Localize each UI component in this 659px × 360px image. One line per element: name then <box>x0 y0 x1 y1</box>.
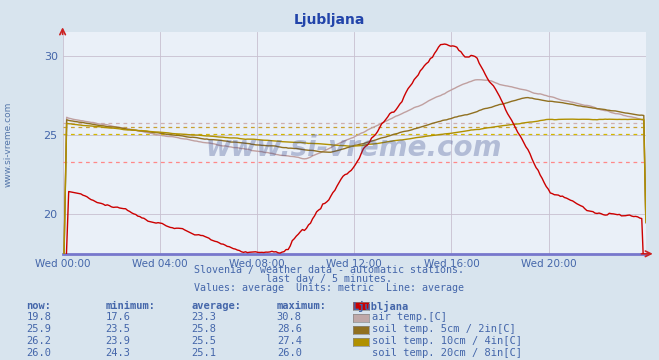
Text: 23.9: 23.9 <box>105 336 130 346</box>
Text: 25.8: 25.8 <box>191 324 216 334</box>
Text: average:: average: <box>191 301 241 311</box>
Text: 26.0: 26.0 <box>26 348 51 358</box>
Text: air temp.[C]: air temp.[C] <box>372 312 447 322</box>
Text: 27.4: 27.4 <box>277 336 302 346</box>
Text: 26.2: 26.2 <box>26 336 51 346</box>
Text: soil temp. 20cm / 8in[C]: soil temp. 20cm / 8in[C] <box>372 348 523 358</box>
Text: 23.5: 23.5 <box>105 324 130 334</box>
Text: 25.5: 25.5 <box>191 336 216 346</box>
Text: Ljubljana: Ljubljana <box>353 301 409 312</box>
Text: soil temp. 10cm / 4in[C]: soil temp. 10cm / 4in[C] <box>372 336 523 346</box>
Text: 24.3: 24.3 <box>105 348 130 358</box>
Text: Slovenia / weather data - automatic stations.: Slovenia / weather data - automatic stat… <box>194 265 465 275</box>
Text: 28.6: 28.6 <box>277 324 302 334</box>
Text: 30.8: 30.8 <box>277 312 302 322</box>
Text: maximum:: maximum: <box>277 301 327 311</box>
Text: now:: now: <box>26 301 51 311</box>
Text: soil temp. 5cm / 2in[C]: soil temp. 5cm / 2in[C] <box>372 324 516 334</box>
Text: 17.6: 17.6 <box>105 312 130 322</box>
Text: Ljubljana: Ljubljana <box>294 13 365 27</box>
Text: last day / 5 minutes.: last day / 5 minutes. <box>266 274 393 284</box>
Text: Values: average  Units: metric  Line: average: Values: average Units: metric Line: aver… <box>194 283 465 293</box>
Text: 19.8: 19.8 <box>26 312 51 322</box>
Text: 25.9: 25.9 <box>26 324 51 334</box>
Text: 23.3: 23.3 <box>191 312 216 322</box>
Text: www.si-vreme.com: www.si-vreme.com <box>3 101 13 187</box>
Text: 25.1: 25.1 <box>191 348 216 358</box>
Text: www.si-vreme.com: www.si-vreme.com <box>206 134 502 162</box>
Text: 26.0: 26.0 <box>277 348 302 358</box>
Text: minimum:: minimum: <box>105 301 156 311</box>
